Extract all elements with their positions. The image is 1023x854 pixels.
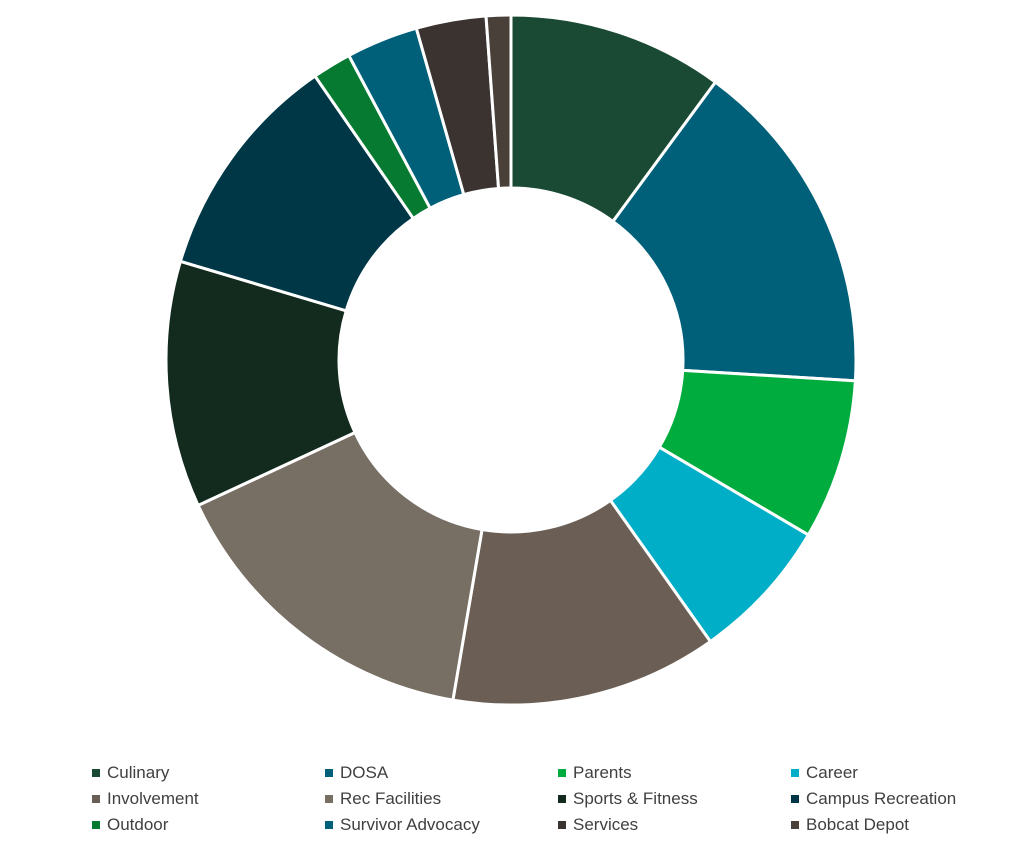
legend-label: Survivor Advocacy: [340, 815, 480, 834]
legend-label: Bobcat Depot: [806, 815, 910, 834]
legend-swatch: [92, 769, 100, 777]
donut-chart: [164, 13, 858, 707]
legend-item-bobcat-depot: Bobcat Depot: [791, 814, 991, 836]
slice-culinary: [509, 13, 718, 224]
legend-item-career: Career: [791, 762, 991, 784]
legend-label: Outdoor: [107, 815, 169, 834]
legend-item-parents: Parents: [558, 762, 791, 784]
legend-swatch: [325, 795, 333, 803]
legend-swatch: [791, 795, 799, 803]
chart-legend: Culinary DOSA Parents Career Involvement Rec …: [92, 762, 992, 836]
legend-swatch: [92, 795, 100, 803]
legend-label: Career: [806, 763, 858, 782]
donut-slices: [164, 13, 858, 707]
slice-rec-facilities: [196, 430, 484, 702]
legend-label: Rec Facilities: [340, 789, 442, 808]
legend-label: Parents: [573, 763, 632, 782]
legend-label: Sports & Fitness: [573, 789, 698, 808]
legend-item-outdoor: Outdoor: [92, 814, 325, 836]
legend-swatch: [558, 821, 566, 829]
legend-swatch: [558, 769, 566, 777]
legend-item-culinary: Culinary: [92, 762, 325, 784]
legend-swatch: [791, 769, 799, 777]
slice-involvement: [451, 498, 713, 707]
legend-item-campus-recreation: Campus Recreation: [791, 788, 991, 810]
legend-label: DOSA: [340, 763, 389, 782]
legend-item-survivor-advocacy: Survivor Advocacy: [325, 814, 558, 836]
slice-bobcat-depot: [484, 13, 513, 191]
slice-sports-and-fitness: [164, 259, 358, 508]
legend-item-sports-and-fitness: Sports & Fitness: [558, 788, 791, 810]
legend-swatch: [558, 795, 566, 803]
legend-item-rec-facilities: Rec Facilities: [325, 788, 558, 810]
legend-swatch: [325, 769, 333, 777]
legend-swatch: [325, 821, 333, 829]
legend-swatch: [92, 821, 100, 829]
legend-item-involvement: Involvement: [92, 788, 325, 810]
legend-item-services: Services: [558, 814, 791, 836]
legend-label: Services: [573, 815, 639, 834]
legend-swatch: [791, 821, 799, 829]
slice-dosa: [610, 80, 858, 383]
legend-label: Involvement: [107, 789, 199, 808]
legend-label: Campus Recreation: [806, 789, 957, 808]
legend-item-dosa: DOSA: [325, 762, 558, 784]
legend-label: Culinary: [107, 763, 170, 782]
